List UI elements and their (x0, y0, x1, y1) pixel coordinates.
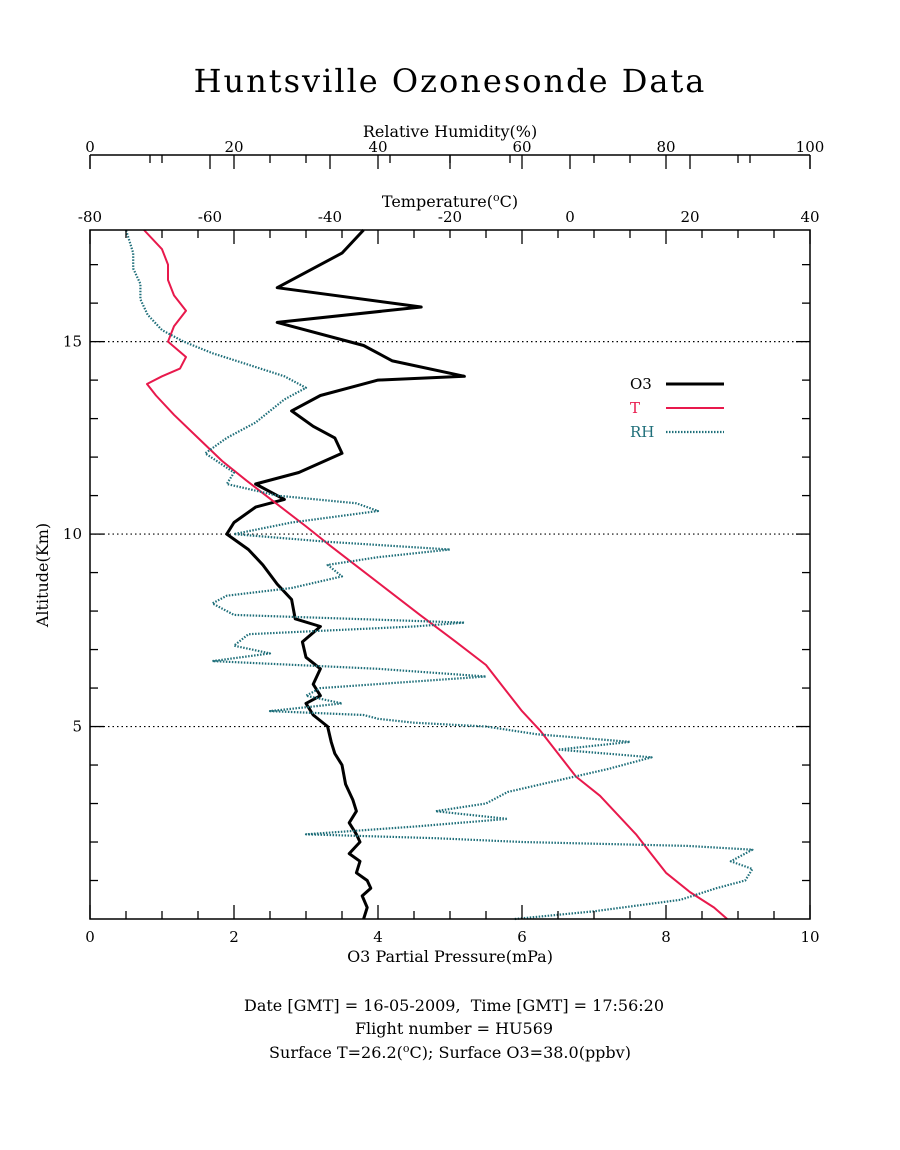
o3-tick-label: 2 (229, 928, 239, 946)
o3-axis-label: O3 Partial Pressure(mPa) (347, 947, 553, 966)
altitude-tick-label: 5 (72, 718, 82, 736)
temperature-tick-label: 20 (680, 208, 699, 226)
series-line-o3 (225, 228, 466, 920)
footer-flight-number: Flight number = HU569 (355, 1019, 553, 1038)
rh-tick-label: 60 (512, 138, 531, 156)
o3-tick-label: 6 (517, 928, 527, 946)
footer: Date [GMT] = 16-05-2009, Time [GMT] = 17… (244, 996, 664, 1062)
rh-axis-label: Relative Humidity(%) (363, 122, 537, 141)
series-line-t (143, 229, 728, 920)
rh-tick-label: 0 (85, 138, 95, 156)
plot-frame (89, 229, 811, 920)
o3-axis: O3 Partial Pressure(mPa) 0 2 4 6 8 10 (85, 230, 820, 966)
temperature-axis-label: Temperature(oC) (382, 191, 518, 211)
rh-tick-label: 100 (796, 138, 825, 156)
rh-tick-label: 40 (368, 138, 387, 156)
temperature-tick-label: -60 (198, 208, 222, 226)
series-line-rh (124, 229, 754, 921)
altitude-axis: Altitude(Km) 5 10 15 (33, 263, 810, 882)
temperature-tick-label: -40 (318, 208, 342, 226)
rh-axis: Relative Humidity(%) 0 20 40 60 80 100 (85, 122, 824, 169)
temperature-tick-label: 40 (800, 208, 819, 226)
reference-lines (90, 341, 810, 728)
chart-title: Huntsville Ozonesonde Data (194, 62, 707, 100)
altitude-tick-label: 15 (63, 333, 82, 351)
o3-tick-label: 10 (800, 928, 819, 946)
legend-label-rh: RH (630, 423, 654, 441)
series-layer (124, 228, 754, 921)
legend: O3 T RH (630, 375, 724, 441)
footer-surface-values: Surface T=26.2(oC); Surface O3=38.0(ppbv… (269, 1042, 631, 1062)
temperature-tick-label: -20 (438, 208, 462, 226)
o3-tick-label: 0 (85, 928, 95, 946)
temperature-tick-label: 0 (565, 208, 575, 226)
altitude-tick-label: 10 (63, 525, 82, 543)
footer-date-time: Date [GMT] = 16-05-2009, Time [GMT] = 17… (244, 996, 664, 1015)
temperature-axis: Temperature(oC) -80 -60 -40 -20 0 20 40 (78, 155, 820, 226)
rh-tick-label: 80 (656, 138, 675, 156)
o3-tick-label: 8 (661, 928, 671, 946)
temperature-tick-label: -80 (78, 208, 102, 226)
o3-tick-label: 4 (373, 928, 383, 946)
legend-label-t: T (630, 399, 640, 417)
rh-tick-label: 20 (224, 138, 243, 156)
altitude-axis-label: Altitude(Km) (33, 523, 52, 628)
legend-label-o3: O3 (630, 375, 652, 393)
